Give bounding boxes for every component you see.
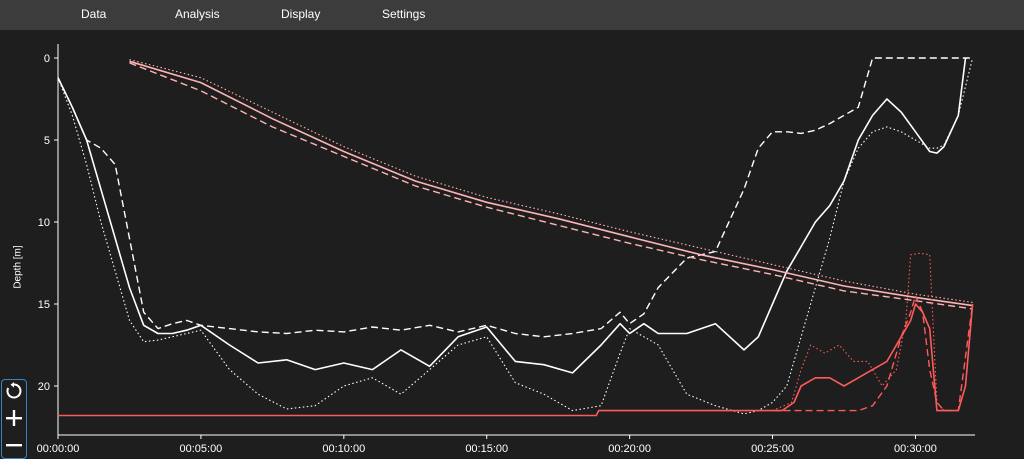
y-tick-label: 5 xyxy=(44,135,50,147)
y-tick-label: 15 xyxy=(38,299,50,311)
series-line-3 xyxy=(129,60,973,307)
zoom-toolbar xyxy=(1,379,27,459)
x-tick-label: 00:25:00 xyxy=(751,443,794,455)
zoom-out-button[interactable] xyxy=(5,438,23,456)
series-line-7 xyxy=(772,295,974,412)
series-line-6 xyxy=(58,303,974,417)
menu-bar: Data Analysis Display Settings xyxy=(0,0,1024,30)
zoom-out-icon xyxy=(5,436,23,459)
menu-analysis[interactable]: Analysis xyxy=(175,7,220,21)
series-line-0 xyxy=(57,57,967,374)
reset-icon xyxy=(5,381,23,405)
x-tick-label: 00:00:00 xyxy=(37,443,80,455)
x-tick-label: 00:20:00 xyxy=(608,443,651,455)
x-tick-label: 00:15:00 xyxy=(465,443,508,455)
series-line-8 xyxy=(772,252,945,412)
y-tick-label: 0 xyxy=(44,53,50,65)
series-line-1 xyxy=(57,57,973,338)
zoom-in-icon xyxy=(5,409,23,432)
menu-settings[interactable]: Settings xyxy=(382,7,426,21)
zoom-in-button[interactable] xyxy=(5,409,23,432)
y-tick-label: 20 xyxy=(38,381,50,393)
chart-axes xyxy=(57,44,975,436)
chart-series xyxy=(57,57,974,417)
series-line-5 xyxy=(129,59,973,303)
depth-chart[interactable]: 0 5 10 15 20 00:00:00 00:05:00 00:10:00 00:15:00… xyxy=(0,30,1024,457)
y-tick-label: 10 xyxy=(38,217,50,229)
x-tick-label: 00:30:00 xyxy=(894,443,937,455)
y-axis-label: Depth [m] xyxy=(12,245,24,289)
reset-view-button[interactable] xyxy=(5,381,23,405)
x-tick-label: 00:10:00 xyxy=(322,443,365,455)
series-line-4 xyxy=(129,62,973,310)
chart-area[interactable]: 0 5 10 15 20 00:00:00 00:05:00 00:10:00 00:15:00… xyxy=(0,30,1024,457)
chart-ticks: 0 5 10 15 20 00:00:00 00:05:00 00:10:00 00:15:00… xyxy=(37,53,937,455)
x-tick-label: 00:05:00 xyxy=(179,443,222,455)
menu-data[interactable]: Data xyxy=(81,7,107,21)
menu-display[interactable]: Display xyxy=(281,7,321,21)
